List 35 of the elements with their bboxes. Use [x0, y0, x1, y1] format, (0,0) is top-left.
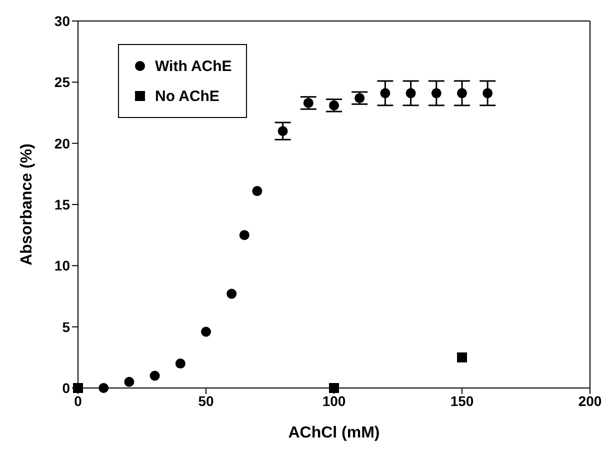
y-tick-label: 5 [62, 318, 70, 335]
x-tick-label: 100 [322, 392, 346, 409]
x-tick-label: 0 [74, 392, 82, 409]
point [252, 186, 262, 196]
point [380, 88, 390, 98]
x-tick-label: 50 [198, 392, 214, 409]
legend-label: With AChE [155, 58, 232, 74]
point [406, 88, 416, 98]
point [98, 383, 109, 393]
point [201, 326, 211, 337]
point [329, 100, 339, 110]
point [124, 376, 134, 387]
point [150, 370, 160, 381]
y-tick-label: 20 [54, 135, 70, 152]
x-axis-title: AChCl (mM) [288, 424, 380, 442]
point [175, 358, 186, 369]
point [226, 288, 237, 299]
y-tick-label: 10 [54, 258, 70, 274]
x-tick-label: 200 [578, 392, 602, 409]
point [482, 88, 493, 98]
point [278, 126, 288, 136]
x-tick-label: 150 [450, 392, 474, 409]
point [457, 352, 467, 362]
y-axis-title: Absorbance (%) [18, 144, 36, 266]
y-tick-label: 15 [54, 196, 70, 212]
legend-label: No AChE [155, 88, 220, 104]
y-tick-label: 30 [54, 12, 70, 29]
point [329, 383, 339, 393]
y-tick-label: 25 [54, 74, 70, 90]
point [354, 93, 365, 104]
point [457, 88, 467, 98]
point [303, 98, 314, 108]
y-tick-label: 0 [62, 380, 70, 396]
point [239, 230, 250, 240]
point [431, 88, 442, 98]
